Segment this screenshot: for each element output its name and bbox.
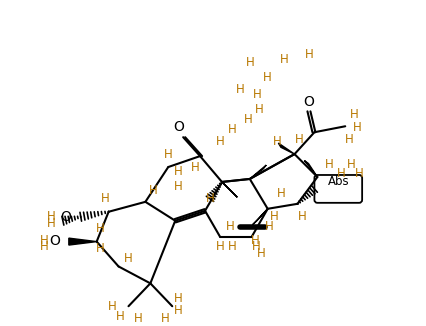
FancyBboxPatch shape: [314, 175, 361, 203]
Text: O: O: [302, 96, 313, 110]
Text: H: H: [349, 108, 358, 121]
Text: H: H: [354, 168, 363, 181]
Text: H: H: [101, 192, 110, 205]
Text: H: H: [297, 210, 306, 223]
Text: H: H: [273, 135, 281, 148]
Text: H: H: [96, 242, 105, 255]
Text: H: H: [255, 103, 264, 116]
Text: H: H: [46, 217, 55, 230]
Text: H: H: [251, 240, 259, 253]
Text: H: H: [227, 123, 236, 136]
Text: H: H: [40, 234, 48, 247]
Text: H: H: [294, 133, 303, 146]
Text: H: H: [243, 113, 252, 126]
Text: H: H: [276, 187, 285, 200]
Text: H: H: [173, 180, 182, 193]
Text: H: H: [265, 220, 273, 233]
Polygon shape: [304, 161, 317, 177]
Text: H: H: [227, 240, 236, 253]
Text: H: H: [250, 234, 259, 247]
Text: H: H: [215, 135, 224, 148]
Text: H: H: [40, 240, 48, 253]
Text: H: H: [257, 247, 265, 260]
Polygon shape: [222, 182, 237, 197]
Text: H: H: [304, 48, 313, 61]
Text: H: H: [205, 192, 214, 205]
Text: H: H: [253, 88, 262, 101]
Polygon shape: [249, 165, 266, 179]
Text: H: H: [134, 312, 142, 325]
Text: H: H: [190, 160, 199, 173]
Text: H: H: [173, 165, 182, 178]
Text: H: H: [173, 304, 182, 317]
Polygon shape: [278, 143, 294, 154]
Text: H: H: [270, 210, 278, 223]
Text: O: O: [60, 210, 71, 224]
Polygon shape: [69, 238, 96, 245]
Text: H: H: [46, 210, 55, 223]
Text: H: H: [352, 121, 361, 134]
Text: H: H: [279, 53, 288, 66]
Text: H: H: [336, 168, 345, 181]
Text: H: H: [225, 220, 234, 233]
Text: H: H: [324, 157, 333, 170]
Text: H: H: [108, 300, 117, 313]
Text: H: H: [235, 83, 244, 96]
Text: H: H: [164, 148, 172, 161]
Text: H: H: [116, 310, 125, 323]
Text: H: H: [173, 292, 182, 305]
Polygon shape: [252, 209, 267, 225]
Text: Abs: Abs: [327, 175, 348, 188]
Text: H: H: [149, 185, 157, 197]
Text: O: O: [173, 120, 183, 134]
Text: H: H: [346, 157, 355, 170]
Text: H: H: [344, 133, 353, 146]
Text: H: H: [215, 240, 224, 253]
Text: H: H: [96, 222, 105, 235]
Text: H: H: [245, 56, 253, 69]
Text: O: O: [49, 234, 60, 248]
Text: H: H: [161, 312, 169, 325]
Text: H: H: [263, 71, 271, 84]
Text: H: H: [124, 252, 132, 265]
